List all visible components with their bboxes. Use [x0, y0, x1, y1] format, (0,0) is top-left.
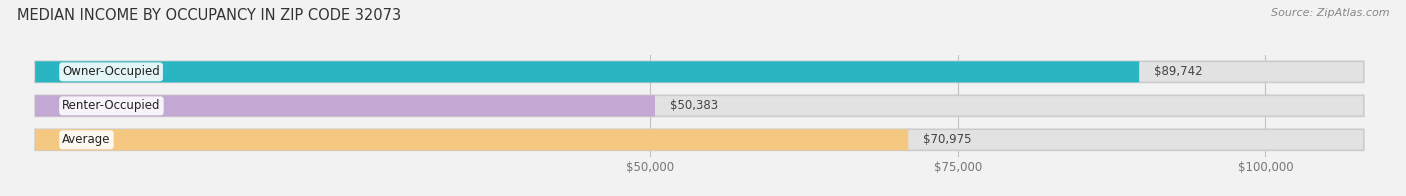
- Text: Average: Average: [62, 133, 111, 146]
- FancyBboxPatch shape: [35, 61, 1139, 82]
- FancyBboxPatch shape: [35, 61, 1364, 82]
- FancyBboxPatch shape: [35, 129, 1364, 150]
- Text: Owner-Occupied: Owner-Occupied: [62, 65, 160, 78]
- FancyBboxPatch shape: [35, 95, 1364, 116]
- Text: $50,383: $50,383: [669, 99, 718, 112]
- Text: $70,975: $70,975: [924, 133, 972, 146]
- Text: Source: ZipAtlas.com: Source: ZipAtlas.com: [1271, 8, 1389, 18]
- Text: Renter-Occupied: Renter-Occupied: [62, 99, 160, 112]
- FancyBboxPatch shape: [35, 129, 908, 150]
- Text: MEDIAN INCOME BY OCCUPANCY IN ZIP CODE 32073: MEDIAN INCOME BY OCCUPANCY IN ZIP CODE 3…: [17, 8, 401, 23]
- Text: $89,742: $89,742: [1154, 65, 1202, 78]
- FancyBboxPatch shape: [35, 95, 655, 116]
